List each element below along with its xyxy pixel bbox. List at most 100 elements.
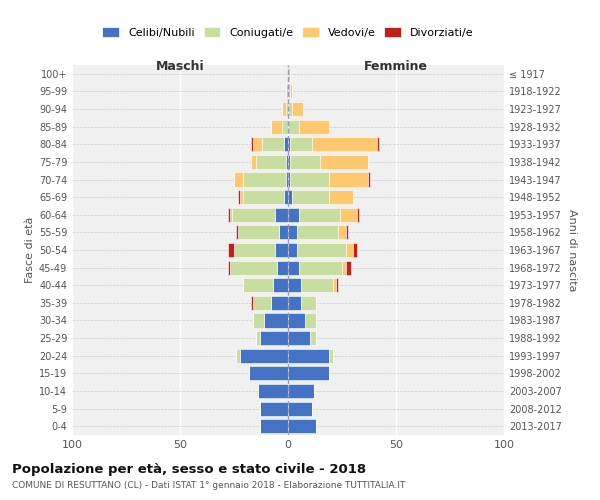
Bar	[329, 348, 334, 363]
Bar	[227, 260, 230, 274]
Bar	[264, 314, 288, 328]
Bar	[288, 120, 299, 134]
Bar	[241, 348, 288, 363]
Bar	[232, 208, 275, 222]
Bar	[242, 172, 286, 186]
Bar	[288, 243, 296, 257]
Bar	[288, 331, 310, 345]
Bar	[288, 155, 290, 169]
Bar	[271, 296, 288, 310]
Bar	[277, 260, 288, 274]
Bar	[290, 155, 320, 169]
Bar	[301, 278, 334, 292]
Bar	[284, 137, 288, 152]
Bar	[284, 190, 288, 204]
Bar	[342, 260, 346, 274]
Bar	[299, 208, 340, 222]
Bar	[288, 84, 290, 98]
Bar	[286, 84, 288, 98]
Bar	[275, 243, 288, 257]
Bar	[260, 419, 288, 433]
Text: COMUNE DI RESUTTANO (CL) - Dati ISTAT 1° gennaio 2018 - Elaborazione TUTTITALIA.: COMUNE DI RESUTTANO (CL) - Dati ISTAT 1°…	[12, 481, 406, 490]
Bar	[238, 226, 280, 239]
Bar	[251, 296, 253, 310]
Bar	[368, 172, 370, 186]
Bar	[262, 137, 284, 152]
Bar	[290, 84, 292, 98]
Bar	[301, 296, 316, 310]
Bar	[286, 172, 288, 186]
Bar	[238, 190, 241, 204]
Legend: Celibi/Nubili, Coniugati/e, Vedovi/e, Divorziati/e: Celibi/Nubili, Coniugati/e, Vedovi/e, Di…	[98, 22, 478, 42]
Bar	[258, 384, 288, 398]
Bar	[335, 278, 338, 292]
Bar	[242, 278, 273, 292]
Bar	[230, 208, 232, 222]
Bar	[290, 172, 329, 186]
Bar	[377, 137, 379, 152]
Bar	[234, 172, 242, 186]
Bar	[305, 314, 316, 328]
Bar	[241, 190, 242, 204]
Bar	[280, 226, 288, 239]
Bar	[288, 314, 305, 328]
Bar	[288, 172, 290, 186]
Bar	[275, 208, 288, 222]
Bar	[296, 226, 338, 239]
Bar	[281, 120, 288, 134]
Bar	[273, 278, 288, 292]
Bar	[292, 190, 329, 204]
Bar	[288, 278, 301, 292]
Bar	[227, 243, 234, 257]
Y-axis label: Anni di nascita: Anni di nascita	[567, 209, 577, 291]
Bar	[288, 226, 296, 239]
Text: Maschi: Maschi	[155, 60, 205, 72]
Bar	[288, 348, 329, 363]
Bar	[299, 260, 342, 274]
Bar	[299, 120, 329, 134]
Bar	[288, 102, 292, 116]
Bar	[251, 155, 256, 169]
Bar	[312, 137, 377, 152]
Bar	[260, 402, 288, 415]
Bar	[338, 226, 346, 239]
Bar	[256, 155, 286, 169]
Bar	[288, 402, 312, 415]
Bar	[271, 120, 281, 134]
Y-axis label: Fasce di età: Fasce di età	[25, 217, 35, 283]
Bar	[334, 278, 335, 292]
Bar	[227, 208, 230, 222]
Bar	[288, 419, 316, 433]
Bar	[290, 137, 312, 152]
Bar	[286, 155, 288, 169]
Bar	[256, 331, 260, 345]
Bar	[288, 384, 314, 398]
Bar	[288, 260, 299, 274]
Bar	[288, 208, 299, 222]
Bar	[236, 348, 241, 363]
Bar	[281, 102, 286, 116]
Bar	[260, 331, 288, 345]
Text: Femmine: Femmine	[364, 60, 428, 72]
Bar	[346, 243, 353, 257]
Bar	[329, 190, 353, 204]
Bar	[320, 155, 368, 169]
Bar	[286, 102, 288, 116]
Bar	[234, 243, 275, 257]
Bar	[288, 366, 329, 380]
Bar	[288, 190, 292, 204]
Bar	[253, 296, 271, 310]
Bar	[329, 172, 368, 186]
Bar	[253, 314, 264, 328]
Bar	[249, 366, 288, 380]
Bar	[288, 296, 301, 310]
Text: Popolazione per età, sesso e stato civile - 2018: Popolazione per età, sesso e stato civil…	[12, 462, 366, 475]
Bar	[288, 67, 290, 81]
Bar	[230, 260, 277, 274]
Bar	[357, 208, 359, 222]
Bar	[288, 137, 290, 152]
Bar	[346, 226, 349, 239]
Bar	[253, 137, 262, 152]
Bar	[242, 190, 284, 204]
Bar	[346, 260, 350, 274]
